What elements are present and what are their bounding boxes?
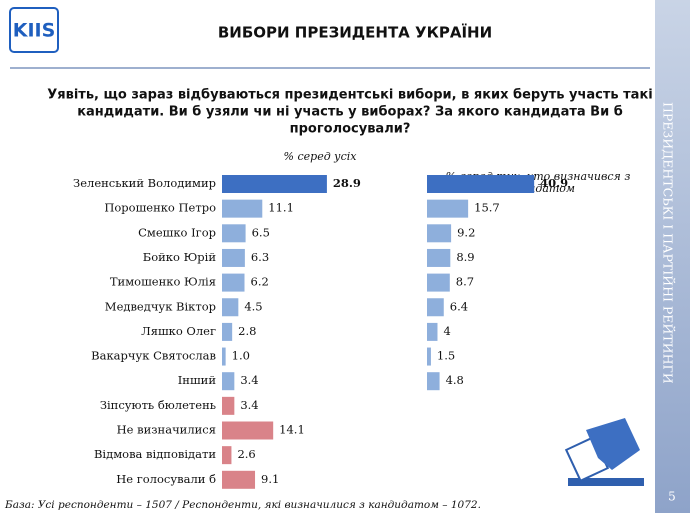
bar bbox=[222, 298, 239, 317]
bar bbox=[427, 224, 452, 243]
category-label: Вакарчук Святослав bbox=[91, 349, 216, 363]
bar bbox=[427, 248, 451, 267]
category-label: Порошенко Петро bbox=[104, 201, 216, 215]
value-label: 3.4 bbox=[240, 398, 258, 412]
bar bbox=[427, 372, 440, 391]
chart-subtitle: % серед усіх bbox=[284, 150, 358, 163]
bar bbox=[427, 322, 438, 341]
sidebar-text: ПРЕЗИДЕНТСЬКІ І ПАРТІЙНІ РЕЙТИНГИ bbox=[661, 102, 677, 384]
value-label: 8.7 bbox=[456, 275, 474, 289]
category-label: Інший bbox=[178, 373, 217, 387]
logo-text: KIIS bbox=[13, 20, 56, 42]
bar bbox=[222, 175, 327, 193]
question-line: проголосували? bbox=[290, 122, 411, 137]
sidebar bbox=[655, 0, 690, 513]
bar bbox=[427, 347, 431, 366]
value-label: 2.6 bbox=[237, 447, 255, 461]
ballot-icon bbox=[564, 418, 644, 486]
value-label: 9.1 bbox=[261, 472, 279, 486]
category-label: Не визначилися bbox=[117, 423, 216, 437]
bar bbox=[222, 224, 246, 243]
ballot-box bbox=[568, 478, 644, 486]
value-label: 8.9 bbox=[456, 250, 474, 264]
bar bbox=[427, 175, 535, 193]
value-label: 4.8 bbox=[446, 373, 464, 387]
category-label: Медведчук Віктор bbox=[105, 299, 216, 313]
bar bbox=[222, 446, 232, 465]
value-label: 6.3 bbox=[251, 250, 269, 264]
value-label: 14.1 bbox=[279, 423, 305, 437]
value-label: 6.4 bbox=[450, 299, 468, 313]
category-label: Смешко Ігор bbox=[138, 225, 216, 239]
bar bbox=[222, 470, 256, 489]
bar bbox=[222, 199, 263, 218]
ballot-hand bbox=[586, 418, 640, 470]
value-label: 11.1 bbox=[268, 201, 294, 215]
value-label: 6.2 bbox=[251, 275, 269, 289]
value-label: 40.9 bbox=[540, 176, 568, 190]
value-label: 2.8 bbox=[238, 324, 256, 338]
value-label: 3.4 bbox=[240, 373, 258, 387]
bar bbox=[222, 396, 235, 415]
value-label: 4 bbox=[443, 324, 450, 338]
bar bbox=[222, 421, 274, 440]
category-label: Бойко Юрій bbox=[143, 250, 217, 264]
logo-frame bbox=[9, 7, 59, 53]
category-label: Тимошенко Юлія bbox=[110, 275, 216, 289]
category-label: Зеленський Володимир bbox=[73, 176, 216, 190]
value-label: 15.7 bbox=[474, 201, 500, 215]
value-label: 28.9 bbox=[333, 176, 361, 190]
value-label: 9.2 bbox=[457, 225, 475, 239]
category-label: Ляшко Олег bbox=[141, 324, 216, 338]
value-label: 4.5 bbox=[244, 299, 262, 313]
bar bbox=[222, 322, 233, 341]
bar bbox=[222, 248, 245, 267]
page-number: 5 bbox=[668, 490, 676, 504]
category-label: Відмова відповідати bbox=[94, 447, 216, 461]
footnote: База: Усі респонденти – 1507 / Респонден… bbox=[4, 499, 481, 511]
bar bbox=[222, 347, 226, 366]
question-line: кандидати. Ви б узяли чи ні участь у виб… bbox=[77, 105, 623, 120]
bar bbox=[222, 273, 245, 292]
bar bbox=[427, 273, 450, 292]
category-label: Зіпсують бюлетень bbox=[100, 398, 216, 412]
category-label: Не голосували б bbox=[116, 472, 216, 486]
value-label: 6.5 bbox=[252, 225, 270, 239]
value-label: 1.0 bbox=[232, 349, 250, 363]
bar bbox=[427, 298, 444, 317]
bar bbox=[427, 199, 469, 218]
slide-title: ВИБОРИ ПРЕЗИДЕНТА УКРАЇНИ bbox=[218, 23, 492, 42]
question-line: Уявіть, що зараз відбуваються президентс… bbox=[47, 88, 652, 103]
logo: KIIS bbox=[9, 7, 59, 53]
value-label: 1.5 bbox=[437, 349, 455, 363]
bar bbox=[222, 372, 235, 391]
